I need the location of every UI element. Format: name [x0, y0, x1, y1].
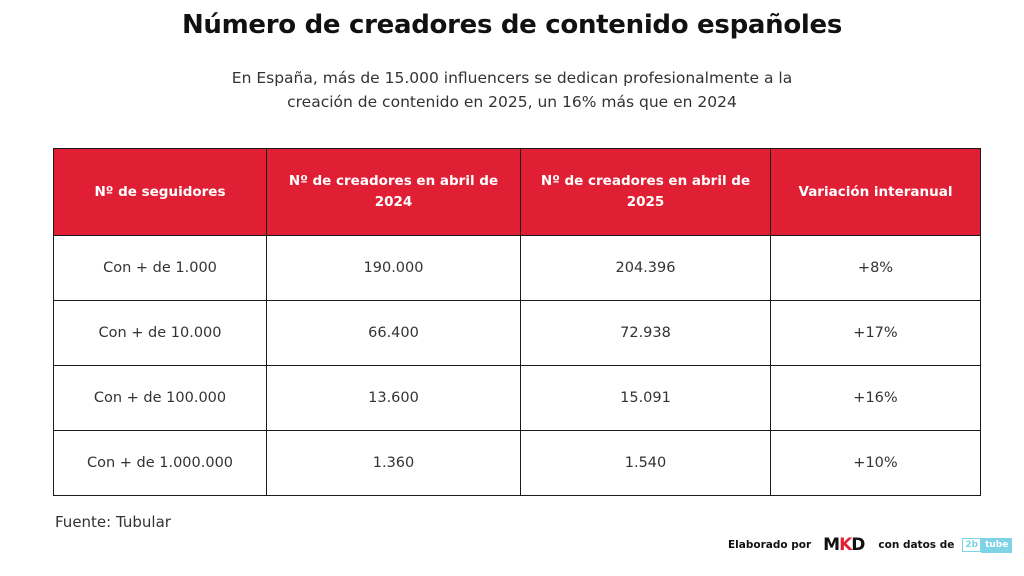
cell-creators-2025: 1.540	[520, 430, 771, 496]
cell-yoy-change: +17%	[770, 300, 981, 366]
2btube-logo: 2b tube	[962, 537, 1013, 553]
cell-followers: Con + de 1.000	[53, 235, 267, 301]
mkd-logo-d: D	[851, 535, 865, 555]
table-row: Con + de 1.000 190.000 204.396 +8%	[53, 235, 981, 301]
cell-creators-2025: 204.396	[520, 235, 771, 301]
column-header-creators-2025: Nº de creadores en abril de 2025	[520, 148, 771, 236]
page-title: Número de creadores de contenido español…	[181, 10, 843, 40]
cell-creators-2025: 72.938	[520, 300, 771, 366]
cell-creators-2024: 13.600	[266, 365, 521, 431]
table-header: Nº de seguidores Nº de creadores en abri…	[53, 148, 981, 236]
cell-followers: Con + de 10.000	[53, 300, 267, 366]
mkd-logo-k: K	[839, 535, 852, 555]
mkd-logo-m: M	[823, 535, 840, 555]
cell-creators-2024: 190.000	[266, 235, 521, 301]
2btube-logo-box: 2b	[962, 538, 982, 552]
cell-yoy-change: +10%	[770, 430, 981, 496]
column-header-followers: Nº de seguidores	[53, 148, 267, 236]
cell-creators-2025: 15.091	[520, 365, 771, 431]
page-subtitle: En España, más de 15.000 influencers se …	[231, 69, 793, 111]
cell-followers: Con + de 100.000	[53, 365, 267, 431]
source-note: Fuente: Tubular	[55, 513, 171, 531]
table-row: Con + de 1.000.000 1.360 1.540 +10%	[53, 430, 981, 496]
data-table: Nº de seguidores Nº de creadores en abri…	[53, 148, 981, 496]
cell-creators-2024: 66.400	[266, 300, 521, 366]
cell-followers: Con + de 1.000.000	[53, 430, 267, 496]
header-row: Nº de seguidores Nº de creadores en abri…	[53, 148, 981, 236]
table-row: Con + de 100.000 13.600 15.091 +16%	[53, 365, 981, 431]
credit-prefix: Elaborado por	[728, 539, 812, 551]
cell-yoy-change: +8%	[770, 235, 981, 301]
table-row: Con + de 10.000 66.400 72.938 +17%	[53, 300, 981, 366]
column-header-yoy-change: Variación interanual	[770, 148, 981, 236]
2btube-logo-tail: tube	[981, 537, 1013, 553]
table-body: Con + de 1.000 190.000 204.396 +8% Con +…	[53, 235, 981, 496]
credit-middle: con datos de	[878, 539, 955, 551]
column-header-creators-2024: Nº de creadores en abril de 2024	[266, 148, 521, 236]
cell-yoy-change: +16%	[770, 365, 981, 431]
cell-creators-2024: 1.360	[266, 430, 521, 496]
